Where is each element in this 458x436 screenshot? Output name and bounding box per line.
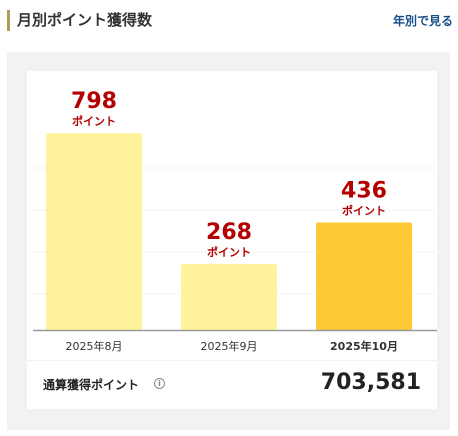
bar-chart-svg: 798ポイント2025年8月268ポイント2025年9月436ポイント2025年… [33,89,437,353]
bar-value-label-1: 268 [206,220,252,245]
total-points-value: 703,581 [320,370,421,395]
bar-value-label-2: 436 [341,178,387,203]
section-header: 月別ポイント獲得数 年別で見る [0,0,458,40]
bar-1 [181,263,277,330]
total-points-card: 通算獲得ポイント i 703,581 [27,361,437,409]
bar-2 [316,222,412,330]
total-points-label: 通算獲得ポイント [43,378,140,392]
page-title: 月別ポイント獲得数 [17,11,153,29]
title-accent-bar [7,10,10,31]
bar-0 [46,133,142,330]
x-tick-label-1: 2025年9月 [201,339,258,353]
x-tick-label-0: 2025年8月 [66,339,123,353]
monthly-points-chart: 798 ポイント 2025年8月 268 ポイント 2025年9月 436 ポイント 2025年… [27,71,437,360]
x-tick-label-2: 2025年10月 [330,339,398,353]
bar-unit-label-2: ポイント [342,203,386,217]
bar-unit-label-0: ポイント [72,114,116,128]
info-icon[interactable]: i [154,378,165,389]
bar-unit-label-1: ポイント [207,245,251,259]
bar-value-label-0: 798 [71,89,117,114]
view-by-year-link[interactable]: 年別で見る [392,14,453,28]
